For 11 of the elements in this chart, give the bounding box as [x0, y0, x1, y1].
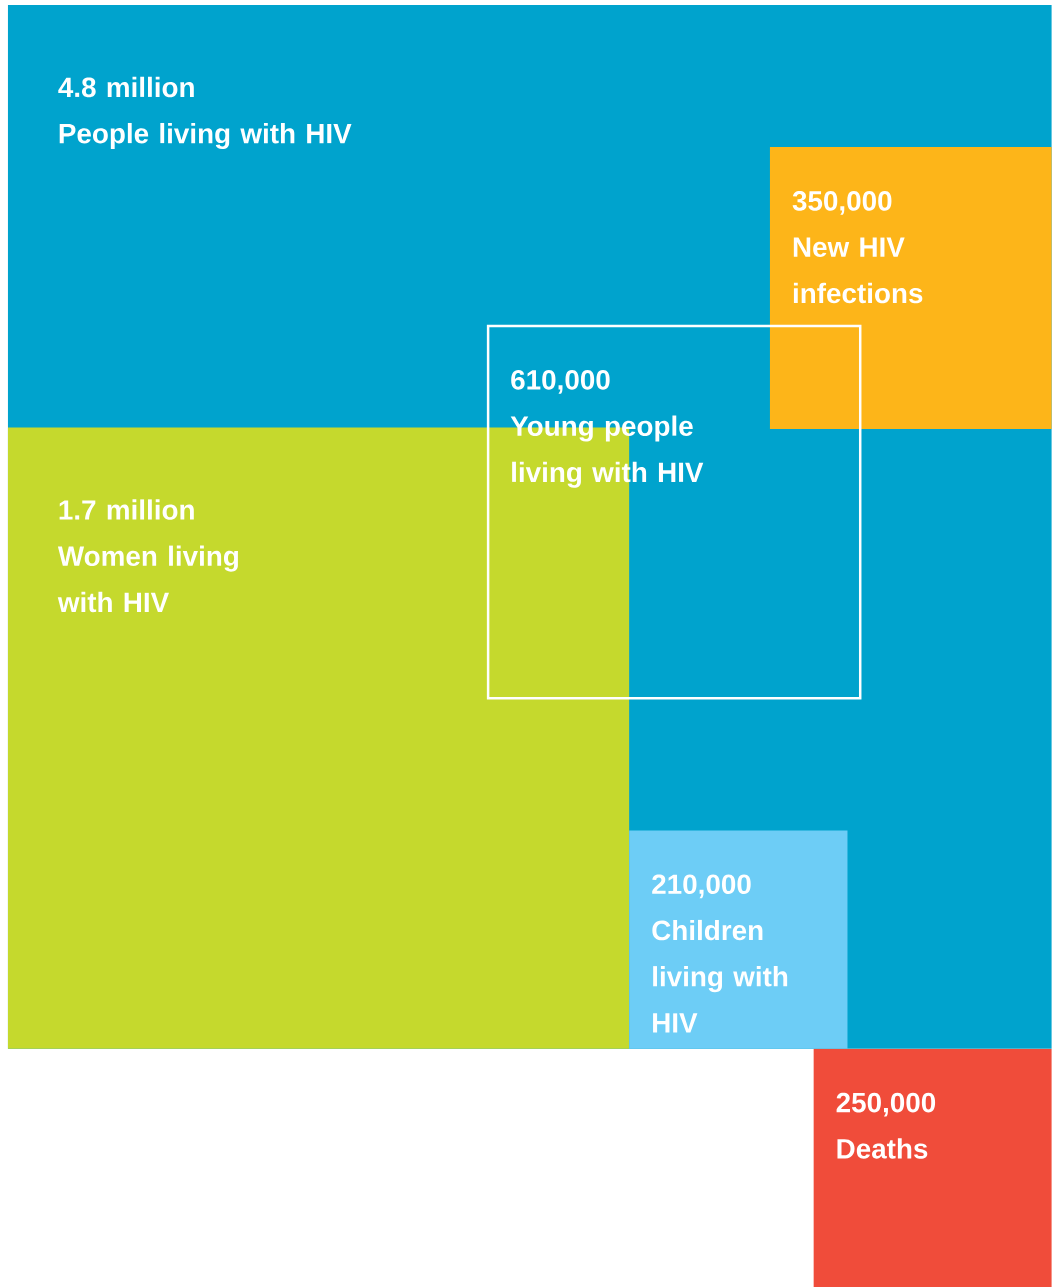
data-label: 1.7 million [59, 499, 194, 520]
category-label: Children living with HIV [652, 919, 788, 1033]
data-label: 610,000 [511, 370, 610, 394]
category-label: Women living with HIV [57, 545, 239, 613]
data-label: 4.8 million [58, 76, 194, 98]
category-label: New HIV infections [793, 237, 923, 304]
category-label: Deaths [837, 1138, 928, 1159]
category-label: People living with HIV [59, 122, 352, 150]
data-label: 210,000 [652, 874, 751, 899]
data-label: 350,000 [792, 191, 892, 215]
data-label: 250,000 [836, 1092, 936, 1117]
